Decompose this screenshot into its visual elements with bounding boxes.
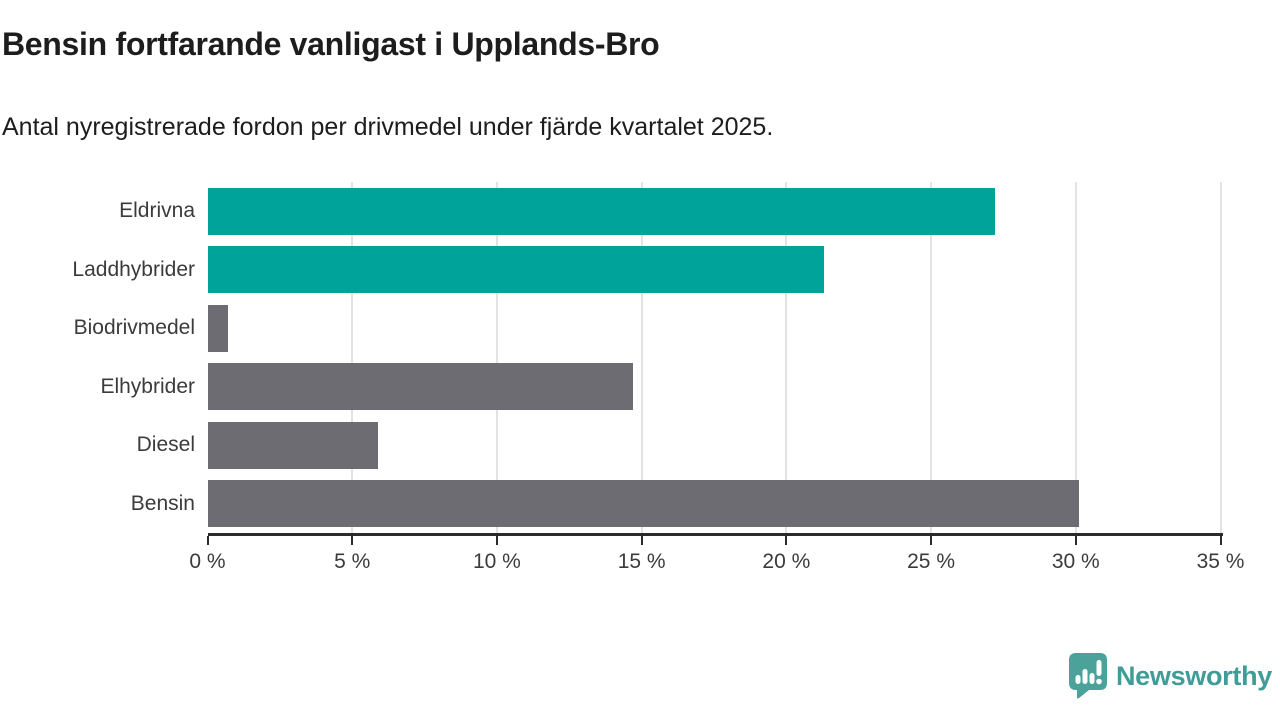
newsworthy-speech-bubble-icon	[1068, 653, 1107, 699]
gridline-10	[495, 182, 498, 533]
x-tick-25	[930, 536, 933, 545]
gridline-20	[785, 182, 788, 533]
category-label-elhybrider: Elhybrider	[100, 374, 195, 398]
bar-bensin	[207, 480, 1079, 528]
bar-diesel	[207, 421, 379, 469]
gridline-5	[351, 182, 354, 533]
x-tick-label-15: 15 %	[617, 550, 666, 573]
x-tick-label-10: 10 %	[472, 550, 521, 573]
gridline-35	[1219, 182, 1222, 533]
category-label-biodrivmedel: Biodrivmedel	[73, 316, 195, 340]
category-label-bensin: Bensin	[130, 491, 195, 515]
gridline-15	[640, 182, 643, 533]
bar-elhybrider	[207, 363, 633, 411]
x-tick-20	[785, 536, 788, 545]
bar-biodrivmedel	[207, 304, 228, 352]
x-tick-30	[1074, 536, 1077, 545]
chart-subtitle: Antal nyregistrerade fordon per drivmede…	[2, 113, 774, 141]
x-tick-0	[206, 536, 209, 545]
x-tick-label-30: 30 %	[1051, 550, 1100, 573]
category-label-eldrivna: Eldrivna	[119, 199, 195, 223]
x-tick-label-20: 20 %	[762, 550, 811, 573]
bar-eldrivna	[207, 187, 995, 235]
bar-laddhybrider	[207, 246, 824, 294]
category-label-diesel: Diesel	[136, 433, 195, 457]
x-axis-line	[207, 533, 1223, 536]
category-label-laddhybrider: Laddhybrider	[72, 257, 195, 281]
gridline-25	[930, 182, 933, 533]
x-tick-35	[1219, 536, 1222, 545]
x-tick-label-25: 25 %	[907, 550, 955, 573]
x-tick-10	[495, 536, 498, 545]
newsworthy-wordmark: Newsworthy	[1115, 660, 1272, 691]
x-tick-label-35: 35 %	[1196, 550, 1245, 573]
chart-title: Bensin fortfarande vanligast i Upplands-…	[2, 26, 660, 62]
x-tick-5	[351, 536, 354, 545]
newsworthy-logo: Newsworthy	[1068, 651, 1272, 701]
x-tick-label-5: 5 %	[334, 550, 371, 573]
gridline-30	[1074, 182, 1077, 533]
x-tick-label-0: 0 %	[189, 550, 226, 573]
x-tick-15	[640, 536, 643, 545]
